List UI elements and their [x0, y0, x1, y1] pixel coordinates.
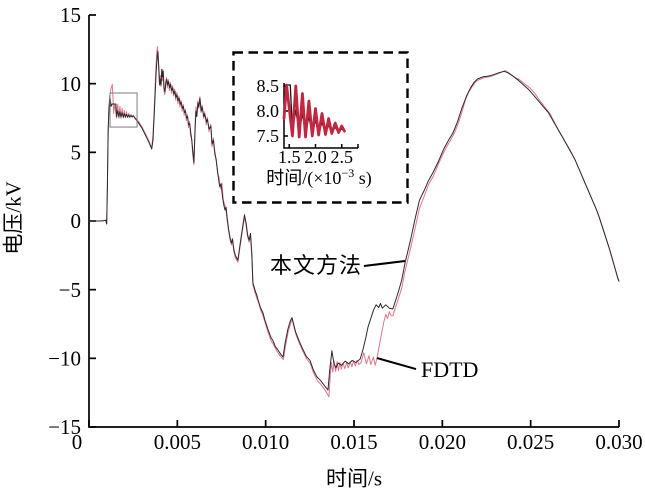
annotation-line-method [363, 259, 406, 268]
y-tick-label: −15 [48, 415, 81, 439]
x-tick-label: 0.025 [507, 430, 554, 454]
x-tick-label: 2.0 [304, 147, 327, 167]
main-axes: 0 0.005 0.010 0.015 0.020 0.025 0.030 −15 −10 −5 0… [48, 3, 642, 454]
x-axis-title: 时间/s [325, 466, 383, 491]
y-tick-label: 5 [71, 140, 82, 164]
inset-axes: 1.5 2.0 2.5 7.5 8.0 8.5 [257, 76, 359, 167]
x-tick-label: 0.020 [419, 430, 466, 454]
series-fdtd-inset-curve [282, 83, 346, 139]
y-tick-label: 7.5 [257, 126, 280, 146]
y-tick-label: 0 [71, 209, 82, 233]
annotation-fdtd-label: FDTD [421, 357, 479, 382]
y-tick-label: 8.5 [257, 76, 280, 96]
y-tick-label: 8.0 [257, 101, 280, 121]
y-tick-label: 15 [60, 3, 81, 27]
y-tick-label: −10 [48, 346, 81, 370]
x-tick-label: 1.5 [278, 147, 301, 167]
x-tick-label: 0.010 [242, 430, 289, 454]
inset-x-axis-title: 时间/(×10−3 s) [266, 167, 371, 187]
inset-x-title-suffix: s) [354, 168, 372, 188]
y-axis-title: 电压/kV [1, 181, 26, 255]
inset-x-title-exponent: −3 [341, 166, 355, 180]
x-tick-label: 0.015 [330, 430, 377, 454]
inset-x-title-prefix: 时间/(×10 [266, 168, 342, 188]
x-tick-label: 2.5 [330, 147, 353, 167]
annotation-line-fdtd [376, 357, 417, 371]
zoom-region-rect [109, 92, 138, 128]
series-fdtd-curve [88, 46, 619, 398]
annotation-method-label: 本文方法 [269, 253, 362, 278]
y-tick-label: 10 [60, 72, 81, 96]
x-tick-label: 0 [72, 430, 83, 454]
series-method-curve [88, 50, 620, 391]
y-tick-label: −5 [59, 278, 81, 302]
x-tick-label: 0.005 [154, 430, 201, 454]
x-tick-label: 0.030 [595, 430, 642, 454]
